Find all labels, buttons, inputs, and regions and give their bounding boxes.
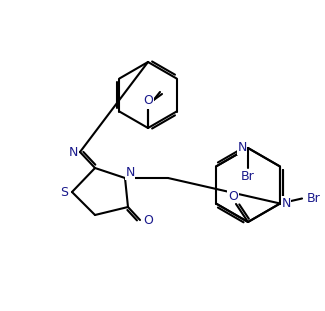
Text: S: S [60, 185, 68, 198]
Text: N: N [68, 146, 78, 159]
Text: N: N [125, 166, 135, 179]
Text: Br: Br [307, 192, 321, 205]
Text: O: O [228, 189, 238, 202]
Text: O: O [143, 95, 153, 109]
Text: N: N [237, 142, 247, 155]
Text: N: N [281, 197, 291, 210]
Text: O: O [143, 94, 153, 106]
Text: Br: Br [241, 169, 255, 183]
Text: O: O [143, 213, 153, 226]
